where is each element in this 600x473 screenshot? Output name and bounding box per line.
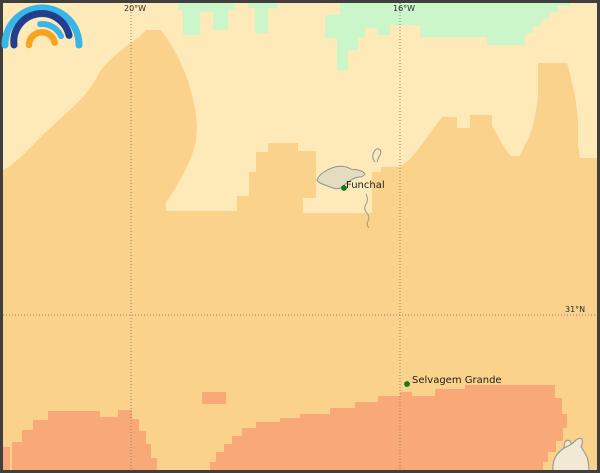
- temp-band-orange: [0, 30, 600, 473]
- temp-band-green-fingers: [178, 0, 235, 35]
- porto-santo-outline: [372, 148, 382, 163]
- temp-band-green-main: [325, 0, 570, 70]
- rainbow-weather-logo: [1, 4, 83, 49]
- contour-squiggle: [364, 193, 370, 229]
- funchal-marker-dot: [341, 185, 347, 191]
- temp-band-salmon-speck: [202, 392, 226, 404]
- temp-band-green-patch: [248, 0, 278, 33]
- grid-label-31n: 31°N: [565, 305, 586, 314]
- grid-label-20w: 20°W: [124, 4, 147, 13]
- logo-arc-orange-icon: [25, 29, 58, 49]
- logo-arc-outer-lightblue-icon: [1, 4, 83, 49]
- logo-arc-inner-lightblue-icon: [37, 21, 65, 40]
- selvagem-grande-marker-dot: [404, 381, 410, 387]
- madeira-island: [316, 165, 366, 190]
- selvagem-grande-label: Selvagem Grande: [412, 375, 502, 386]
- grid-label-16w: 16°W: [393, 4, 416, 13]
- temp-band-salmon-left: [12, 410, 157, 470]
- logo-arc-darkblue-icon: [10, 10, 73, 49]
- temp-band-salmon-main: [210, 385, 567, 470]
- funchal-label: Funchal: [346, 180, 385, 191]
- canary-islet-large: [552, 437, 590, 472]
